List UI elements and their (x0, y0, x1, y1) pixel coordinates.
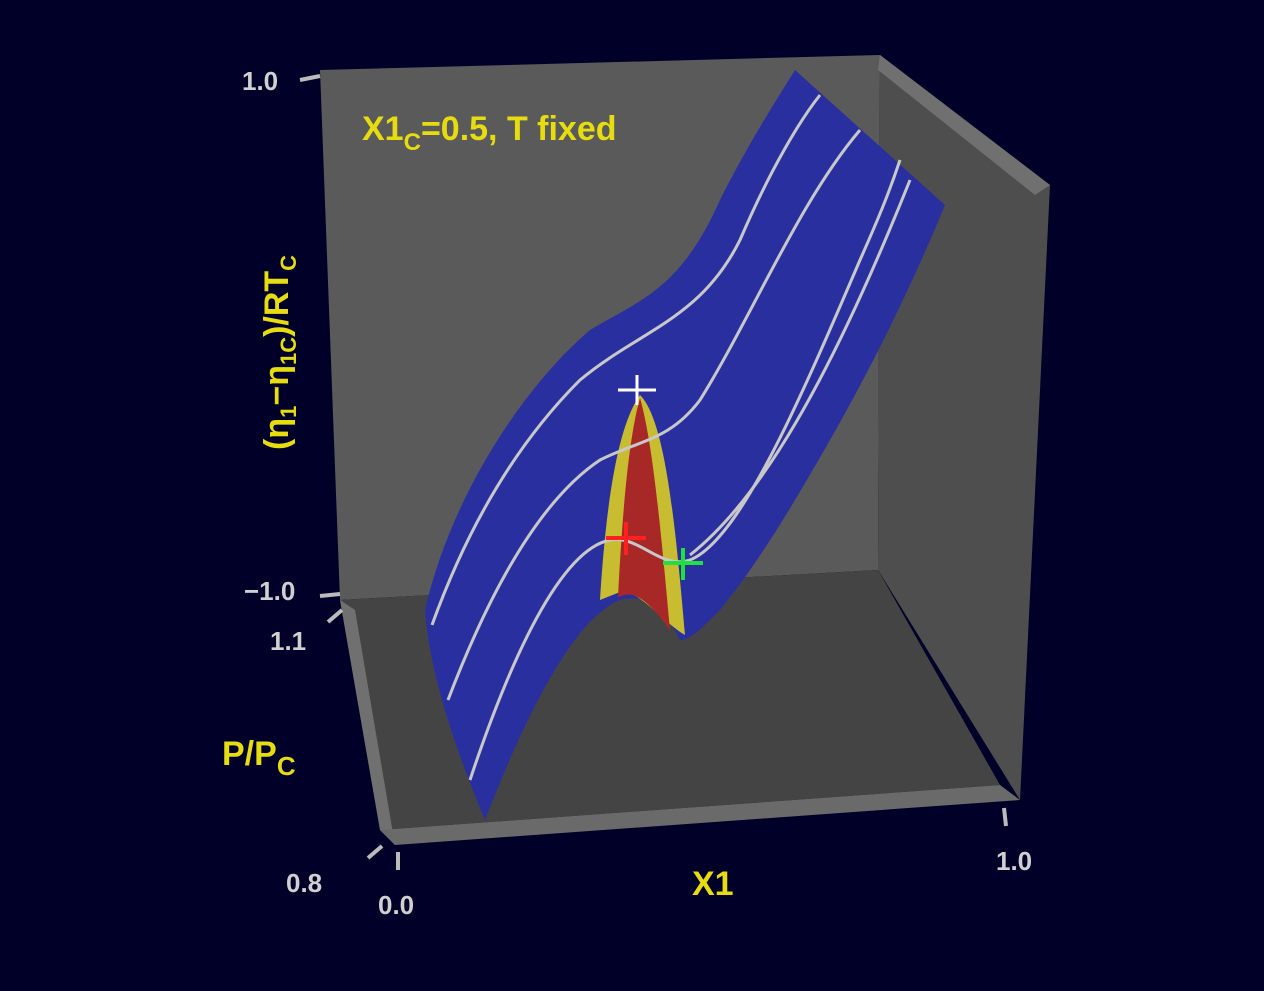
z-axis-label-text: −η (258, 365, 296, 406)
x-axis-label: X1 (692, 865, 734, 903)
y-tick-label: 0.8 (286, 868, 322, 898)
tick-mark (299, 74, 321, 82)
y-axis-label-subscript: C (277, 751, 296, 781)
contour-line (446, 129, 862, 701)
z-axis-label-text: )/RT (258, 271, 296, 337)
z-tick-label: 1.0 (242, 66, 278, 96)
title-text: =0.5, T fixed (421, 110, 617, 148)
z-tick-label: −1.0 (244, 576, 295, 606)
title-subscript: C (404, 129, 421, 156)
z-axis-label-subscript: 1C (276, 337, 301, 365)
floor-edge-front (380, 785, 1020, 845)
title: X1C=0.5, T fixed (362, 110, 617, 156)
spinodal-marker (663, 548, 703, 580)
spinodal-marker (606, 522, 646, 555)
right-wall-edge (878, 55, 1050, 195)
tick-mark (1002, 807, 1008, 827)
contour-line (689, 179, 912, 557)
critical-point-marker (618, 375, 656, 405)
tick-mark (366, 844, 384, 860)
z-axis-label: (η1−η1C)/RTC (258, 255, 301, 450)
z-axis-label-subscript: 1 (276, 406, 301, 418)
contour-line (430, 94, 822, 626)
spinodal-region (618, 398, 670, 630)
y-axis-label: P/PC (222, 735, 296, 781)
surface (425, 70, 945, 820)
tick-mark (326, 608, 344, 624)
y-axis-label-text: P/P (222, 735, 277, 773)
x-tick-label: 1.0 (996, 846, 1032, 876)
y-tick-label: 1.1 (270, 626, 306, 656)
floor-edge-left (340, 600, 395, 845)
title-text: X1 (362, 110, 404, 148)
tick-mark (319, 592, 341, 598)
x-tick-label: 0.0 (378, 890, 414, 920)
z-axis-label-subscript: C (276, 255, 301, 271)
z-axis-label-text: (η (258, 418, 296, 450)
contour-line (468, 159, 902, 781)
